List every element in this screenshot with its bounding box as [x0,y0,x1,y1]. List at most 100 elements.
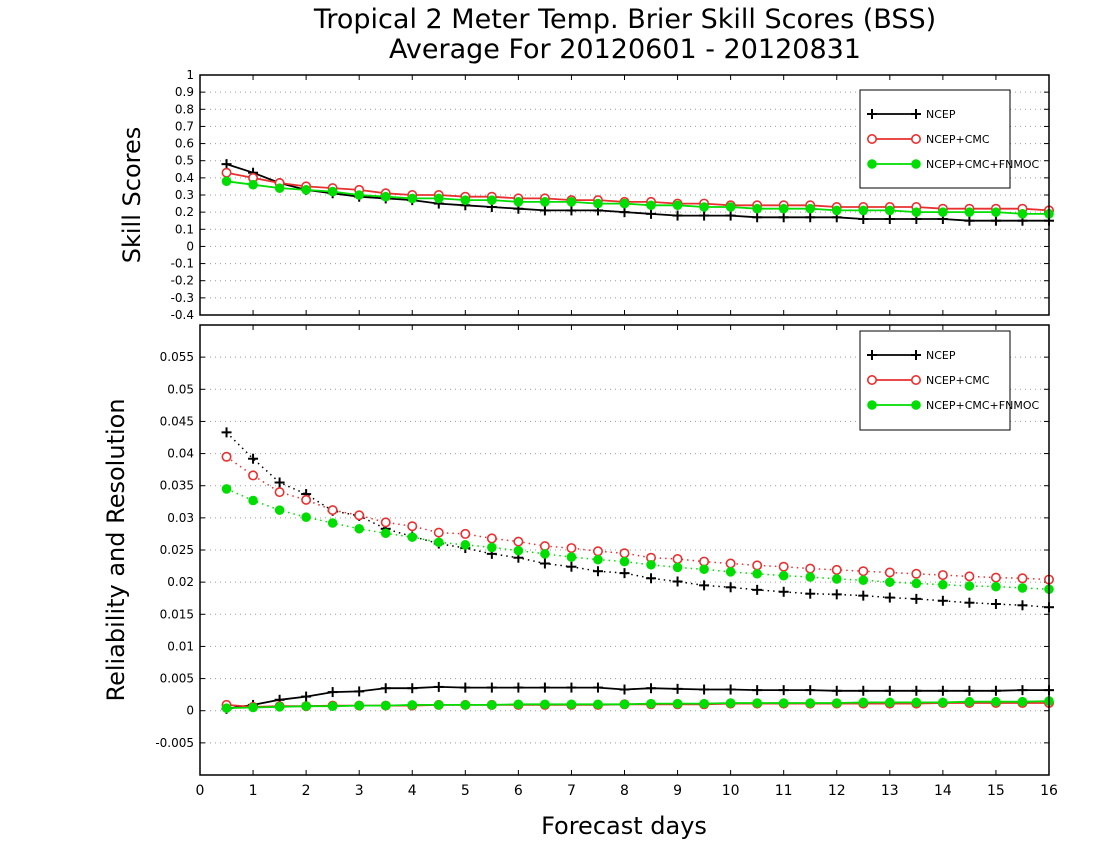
y-tick-label: 0 [186,239,194,253]
marker-plus [248,453,259,464]
marker-filled-circle [487,700,497,710]
marker-filled-circle [1017,209,1028,219]
marker-filled-circle [593,699,603,710]
marker-filled-circle [858,697,869,708]
marker-plus [539,682,550,693]
marker-filled-circle [725,698,736,708]
y-tick-label: 0.045 [160,414,194,428]
marker-filled-circle [274,505,285,515]
marker-filled-circle [646,559,656,570]
marker-filled-circle [221,176,232,187]
marker-plus [380,683,391,694]
marker-plus [911,109,921,119]
marker-filled-circle [831,698,842,708]
marker-plus [725,582,736,593]
marker-plus [990,685,1001,696]
marker-open-circle [513,536,524,547]
marker-plus [805,212,816,223]
marker-open-circle [619,548,630,559]
legend-label: NCEP [926,349,956,362]
marker-plus [911,685,922,696]
x-tick-label: 3 [355,783,364,799]
marker-open-circle [910,374,921,385]
x-tick-label: 8 [620,783,629,799]
marker-plus [867,109,877,119]
y-tick-label: 0.3 [175,188,194,202]
marker-filled-circle [672,200,683,211]
marker-filled-circle [858,575,869,586]
marker-filled-circle [646,698,656,709]
plot-frame [199,324,1050,776]
legend: NCEP NCEP+CMC NCEP+CMC+FNMOC [859,89,1039,189]
marker-plus [619,568,630,579]
marker-filled-circle [938,697,948,708]
y-tick-label: -0.2 [171,274,194,288]
marker-plus [752,584,763,595]
legend-label: NCEP+CMC [926,133,990,146]
marker-plus [937,595,948,606]
marker-plus [566,561,577,572]
marker-filled-circle [938,579,948,590]
marker-plus [619,684,630,695]
plot-frame [199,74,1050,316]
marker-filled-circle [964,696,975,707]
marker-open-circle [301,494,312,505]
marker-filled-circle [991,696,1001,707]
marker-filled-circle [354,523,364,534]
y-tick-label: 0.2 [175,205,194,219]
panel-skill-scores: 1 0.9 0.8 0.7 0.6 0.5 0.4 0.3 0.2 0.1 0 -0.1 -0.2 -0.… [171,68,1055,322]
marker-open-circle [990,572,1001,583]
marker-plus [699,684,710,695]
marker-filled-circle [487,542,497,553]
y-tick-label: -0.3 [171,291,194,305]
marker-filled-circle [752,698,762,708]
marker-filled-circle [646,200,656,211]
marker-filled-circle [867,400,877,410]
marker-plus [327,687,338,698]
marker-open-circle [911,568,922,579]
marker-plus [778,212,789,223]
marker-filled-circle [327,518,338,528]
series-ncep-cmc-fnmoc [221,176,1054,219]
marker-open-circle [866,134,877,145]
marker-filled-circle [778,203,789,214]
marker-filled-circle [885,697,895,708]
marker-open-circle [486,533,497,544]
marker-plus [539,205,550,216]
y-tick-label: -0.4 [171,308,194,322]
marker-open-circle [778,561,789,572]
marker-plus [911,593,922,604]
marker-plus [619,207,630,218]
marker-filled-circle [831,574,842,584]
series-ncep-resolution [221,427,1054,613]
x-tick-label: 0 [196,783,205,799]
marker-open-circle [964,571,975,582]
y-tick-label: 0.055 [160,350,194,364]
marker-filled-circle [460,195,471,205]
marker-plus [301,691,312,702]
marker-open-circle [248,470,259,481]
panel-reliability-resolution: 0.055 0.05 0.045 0.04 0.035 0.03 0.025 0.02 0.01… [155,324,1055,776]
x-axis-label: Forecast days [541,812,707,840]
marker-filled-circle [991,207,1001,217]
marker-plus [592,566,603,577]
y-tick-label: 0.9 [175,85,194,99]
y-tick-label: -0.1 [171,257,194,271]
marker-filled-circle [619,699,630,710]
y-tick-label: 0.05 [167,382,194,396]
marker-filled-circle [407,532,418,542]
y-tick-label: 0.6 [175,137,194,151]
marker-filled-circle [911,578,922,589]
marker-open-circle [380,517,391,528]
marker-plus [990,215,1001,226]
marker-plus [725,210,736,221]
marker-plus [221,159,232,170]
marker-filled-circle [672,562,683,573]
series-ncep-reliability [221,681,1054,714]
marker-filled-circle [725,202,736,212]
marker-filled-circle [593,554,603,565]
marker-plus [990,599,1001,609]
marker-filled-circle [725,567,736,577]
marker-plus [566,205,577,216]
